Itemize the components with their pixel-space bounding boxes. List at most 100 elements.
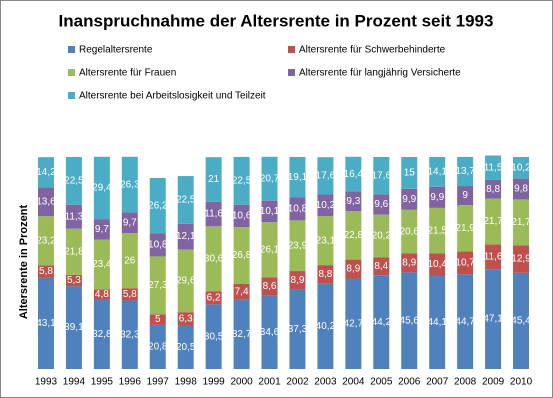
- data-label: 9,3: [346, 196, 360, 207]
- bar-segment: [121, 212, 138, 234]
- data-label: 21,7: [483, 216, 503, 227]
- data-label: 9,7: [123, 217, 137, 228]
- bar-segment: [149, 233, 166, 257]
- bar-segment: [121, 156, 138, 213]
- data-label: 23,1: [316, 235, 336, 246]
- bar-segment: [37, 216, 54, 266]
- bar-segment: [345, 211, 362, 260]
- legend-swatch: [68, 46, 75, 53]
- bar-segment: [485, 269, 502, 369]
- data-label: 4,8: [95, 289, 109, 300]
- data-label: 10,6: [232, 211, 252, 222]
- data-label: 32,3: [120, 329, 140, 340]
- bar-segment: [205, 304, 222, 369]
- data-label: 21,8: [64, 246, 84, 257]
- data-label: 29,4: [92, 183, 112, 194]
- bar-segment: [37, 187, 54, 217]
- bar-segment: [485, 179, 502, 199]
- bar-segment: [373, 275, 390, 369]
- legend-label: Altersrente für Frauen: [79, 68, 176, 79]
- data-label: 26,2: [148, 200, 168, 211]
- bar-segment: [401, 209, 418, 254]
- data-label: 22,8: [344, 230, 364, 241]
- data-label: 8,9: [291, 275, 305, 286]
- data-label: 20,2: [372, 231, 392, 242]
- bar-segment: [93, 299, 110, 369]
- data-label: 5,8: [39, 266, 53, 277]
- bar-segment: [345, 259, 362, 279]
- bar-segment: [317, 265, 334, 284]
- bar-segment: [37, 277, 54, 369]
- legend-label: Altersrente für langjährig Versicherte: [299, 68, 461, 79]
- legend-label: Altersrente bei Arbeitslosigkeit und Tei…: [79, 91, 266, 102]
- data-label: 22,5: [64, 175, 84, 186]
- bar-segment: [205, 291, 222, 305]
- bar-segment: [345, 191, 362, 212]
- bar-segment: [289, 157, 306, 198]
- data-label: 21,7: [511, 217, 531, 228]
- x-tick-label: 1997: [147, 377, 170, 388]
- bar-segment: [149, 314, 166, 325]
- legend-label: Regelaltersrente: [79, 45, 153, 56]
- bar-segment: [233, 204, 250, 228]
- data-label: 8,4: [374, 261, 388, 272]
- bar-segment: [513, 272, 530, 369]
- bar-segment: [93, 156, 110, 220]
- bar-segment: [457, 186, 474, 206]
- bar-segment: [457, 274, 474, 369]
- legend-swatch: [68, 92, 75, 99]
- data-label: 12,1: [176, 231, 196, 242]
- data-label: 9,6: [374, 199, 388, 210]
- bar-segment: [429, 207, 446, 254]
- bar-segment: [513, 199, 530, 246]
- bar-segment: [177, 176, 194, 224]
- bar-segment: [205, 226, 222, 292]
- bar-segment: [233, 157, 250, 205]
- data-label: 26,1: [260, 244, 280, 255]
- x-tick-label: 1996: [119, 377, 142, 388]
- bar-segment: [261, 222, 278, 278]
- data-label: 12,9: [511, 254, 531, 265]
- x-tick-label: 2001: [258, 377, 281, 388]
- legend-swatch: [68, 69, 75, 76]
- data-label: 10,8: [288, 204, 308, 215]
- data-label: 16,4: [344, 169, 364, 180]
- bar-segment: [93, 239, 110, 290]
- bar-segment: [513, 178, 530, 200]
- chart-title: Inanspruchnahme der Altersrente in Proze…: [59, 11, 494, 30]
- bar-segment: [37, 157, 54, 188]
- bar-segment: [457, 251, 474, 275]
- data-label: 5: [155, 314, 161, 325]
- data-label: 10,7: [455, 258, 475, 269]
- data-label: 47,1: [483, 314, 503, 325]
- data-label: 11,3: [65, 211, 84, 222]
- bar-segment: [93, 289, 110, 300]
- data-label: 22,5: [176, 195, 196, 206]
- data-label: 32,8: [92, 329, 112, 340]
- bar-segment: [177, 312, 194, 326]
- data-label: 7,4: [235, 286, 249, 297]
- data-label: 11,5: [484, 162, 503, 173]
- bar-segment: [317, 157, 334, 195]
- bar-segment: [373, 214, 390, 258]
- data-label: 13,6: [36, 196, 56, 207]
- x-tick-label: 2007: [426, 377, 449, 388]
- data-label: 14,2: [36, 167, 56, 178]
- x-tick-label: 2004: [342, 377, 365, 388]
- bar-segment: [373, 157, 390, 195]
- data-label: 17,6: [372, 170, 392, 181]
- bar-segment: [149, 324, 166, 369]
- bar-segment: [261, 277, 278, 296]
- data-label: 6,3: [179, 314, 193, 325]
- bar-segment: [317, 194, 334, 217]
- data-label: 11,6: [204, 209, 223, 220]
- y-axis-label: Altersrente in Prozent: [18, 205, 30, 320]
- bar-segment: [373, 194, 390, 215]
- data-label: 19,1: [288, 172, 308, 183]
- bar-segment: [401, 272, 418, 369]
- x-tick-label: 1998: [175, 377, 198, 388]
- bar-segment: [513, 157, 530, 179]
- data-label: 14,1: [427, 167, 447, 178]
- data-label: 34,6: [260, 327, 280, 338]
